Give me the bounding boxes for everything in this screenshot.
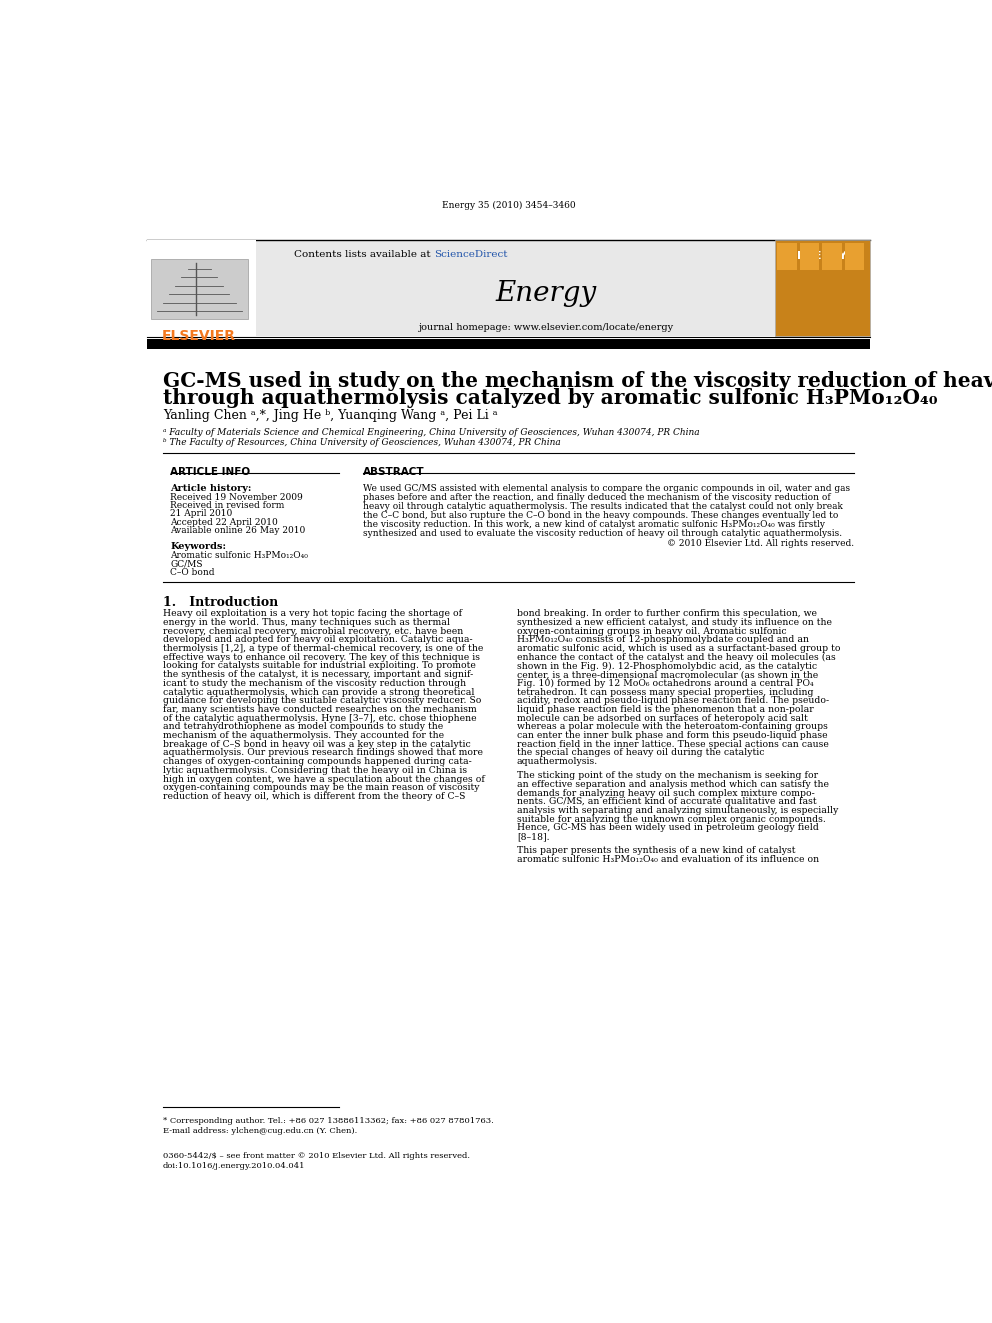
Text: Accepted 22 April 2010: Accepted 22 April 2010 — [171, 517, 278, 527]
Text: Yanling Chen ᵃ,*, Jing He ᵇ, Yuanqing Wang ᵃ, Pei Li ᵃ: Yanling Chen ᵃ,*, Jing He ᵇ, Yuanqing Wa… — [163, 409, 497, 422]
Text: mechanism of the aquathermolysis. They accounted for the: mechanism of the aquathermolysis. They a… — [163, 732, 443, 740]
Text: center, is a three-dimensional macromolecular (as shown in the: center, is a three-dimensional macromole… — [517, 671, 818, 679]
Text: and tetrahydrothiophene as model compounds to study the: and tetrahydrothiophene as model compoun… — [163, 722, 443, 732]
Text: recovery, chemical recovery, microbial recovery, etc. have been: recovery, chemical recovery, microbial r… — [163, 627, 463, 635]
Text: suitable for analyzing the unknown complex organic compounds.: suitable for analyzing the unknown compl… — [517, 815, 825, 824]
Text: * Corresponding author. Tel.: +86 027 13886113362; fax: +86 027 87801763.: * Corresponding author. Tel.: +86 027 13… — [163, 1118, 493, 1126]
Text: the special changes of heavy oil during the catalytic: the special changes of heavy oil during … — [517, 749, 765, 758]
Text: heavy oil through catalytic aquathermolysis. The results indicated that the cata: heavy oil through catalytic aquathermoly… — [363, 501, 842, 511]
Text: aquathermolysis.: aquathermolysis. — [517, 757, 598, 766]
Text: liquid phase reaction field is the phenomenon that a non-polar: liquid phase reaction field is the pheno… — [517, 705, 813, 714]
Text: Hence, GC-MS has been widely used in petroleum geology field: Hence, GC-MS has been widely used in pet… — [517, 823, 818, 832]
Text: breakage of C–S bond in heavy oil was a key step in the catalytic: breakage of C–S bond in heavy oil was a … — [163, 740, 470, 749]
Text: 21 April 2010: 21 April 2010 — [171, 509, 233, 519]
Text: GC/MS: GC/MS — [171, 560, 203, 569]
Text: ENERGY: ENERGY — [798, 251, 847, 261]
Text: ARTICLE INFO: ARTICLE INFO — [171, 467, 251, 476]
Text: nents. GC/MS, an efficient kind of accurate qualitative and fast: nents. GC/MS, an efficient kind of accur… — [517, 798, 816, 806]
Text: enhance the contact of the catalyst and the heavy oil molecules (as: enhance the contact of the catalyst and … — [517, 652, 835, 662]
Text: 0360-5442/$ – see front matter © 2010 Elsevier Ltd. All rights reserved.: 0360-5442/$ – see front matter © 2010 El… — [163, 1152, 470, 1160]
Text: H₃PMo₁₂O₄₀ consists of 12-phosphomolybdate coupled and an: H₃PMo₁₂O₄₀ consists of 12-phosphomolybda… — [517, 635, 808, 644]
Text: ELSEVIER: ELSEVIER — [162, 329, 236, 343]
FancyBboxPatch shape — [147, 339, 870, 349]
Text: E-mail address: ylchen@cug.edu.cn (Y. Chen).: E-mail address: ylchen@cug.edu.cn (Y. Ch… — [163, 1127, 357, 1135]
Text: analysis with separating and analyzing simultaneously, is especially: analysis with separating and analyzing s… — [517, 806, 838, 815]
FancyBboxPatch shape — [800, 243, 819, 270]
Text: 1.   Introduction: 1. Introduction — [163, 597, 278, 609]
Text: the viscosity reduction. In this work, a new kind of catalyst aromatic sulfonic : the viscosity reduction. In this work, a… — [363, 520, 824, 529]
Text: of the catalytic aquathermolysis. Hyne [3–7], etc. chose thiophene: of the catalytic aquathermolysis. Hyne [… — [163, 713, 476, 722]
Text: changes of oxygen-containing compounds happened during cata-: changes of oxygen-containing compounds h… — [163, 757, 471, 766]
FancyBboxPatch shape — [151, 259, 248, 319]
FancyBboxPatch shape — [147, 239, 870, 336]
Text: We used GC/MS assisted with elemental analysis to compare the organic compounds : We used GC/MS assisted with elemental an… — [363, 484, 850, 492]
Text: ABSTRACT: ABSTRACT — [363, 467, 425, 476]
Text: GC-MS used in study on the mechanism of the viscosity reduction of heavy oil: GC-MS used in study on the mechanism of … — [163, 370, 992, 390]
Text: whereas a polar molecule with the heteroatom-containing groups: whereas a polar molecule with the hetero… — [517, 722, 827, 732]
Text: molecule can be adsorbed on surfaces of heteropoly acid salt: molecule can be adsorbed on surfaces of … — [517, 713, 807, 722]
Text: aromatic sulfonic acid, which is used as a surfactant-based group to: aromatic sulfonic acid, which is used as… — [517, 644, 840, 654]
Text: Energy: Energy — [496, 280, 597, 307]
Text: Energy 35 (2010) 3454–3460: Energy 35 (2010) 3454–3460 — [441, 201, 575, 210]
Text: phases before and after the reaction, and finally deduced the mechanism of the v: phases before and after the reaction, an… — [363, 492, 830, 501]
Text: lytic aquathermolysis. Considering that the heavy oil in China is: lytic aquathermolysis. Considering that … — [163, 766, 467, 775]
Text: developed and adopted for heavy oil exploitation. Catalytic aqua-: developed and adopted for heavy oil expl… — [163, 635, 472, 644]
Text: the synthesis of the catalyst, it is necessary, important and signif-: the synthesis of the catalyst, it is nec… — [163, 671, 473, 679]
Text: effective ways to enhance oil recovery. The key of this technique is: effective ways to enhance oil recovery. … — [163, 652, 480, 662]
Text: reaction field in the inner lattice. These special actions can cause: reaction field in the inner lattice. The… — [517, 740, 828, 749]
Text: C–O bond: C–O bond — [171, 569, 215, 577]
Text: Keywords:: Keywords: — [171, 542, 226, 552]
Text: acidity, redox and pseudo-liquid phase reaction field. The pseudo-: acidity, redox and pseudo-liquid phase r… — [517, 696, 829, 705]
Text: thermolysis [1,2], a type of thermal-chemical recovery, is one of the: thermolysis [1,2], a type of thermal-che… — [163, 644, 483, 654]
Text: synthesized a new efficient catalyst, and study its influence on the: synthesized a new efficient catalyst, an… — [517, 618, 832, 627]
Text: Article history:: Article history: — [171, 484, 252, 492]
Text: doi:10.1016/j.energy.2010.04.041: doi:10.1016/j.energy.2010.04.041 — [163, 1162, 306, 1170]
Text: Received 19 November 2009: Received 19 November 2009 — [171, 493, 304, 501]
Text: Available online 26 May 2010: Available online 26 May 2010 — [171, 527, 306, 534]
Text: the C–C bond, but also rupture the C–O bond in the heavy compounds. These change: the C–C bond, but also rupture the C–O b… — [363, 511, 838, 520]
Text: through aquathermolysis catalyzed by aromatic sulfonic H₃PMo₁₂O₄₀: through aquathermolysis catalyzed by aro… — [163, 388, 937, 409]
Text: shown in the Fig. 9). 12-Phosphomolybdic acid, as the catalytic: shown in the Fig. 9). 12-Phosphomolybdic… — [517, 662, 817, 671]
Text: journal homepage: www.elsevier.com/locate/energy: journal homepage: www.elsevier.com/locat… — [419, 323, 674, 332]
Text: catalytic aquathermolysis, which can provide a strong theoretical: catalytic aquathermolysis, which can pro… — [163, 688, 474, 696]
Text: aquathermolysis. Our previous research findings showed that more: aquathermolysis. Our previous research f… — [163, 749, 483, 758]
Text: far, many scientists have conducted researches on the mechanism: far, many scientists have conducted rese… — [163, 705, 476, 714]
Text: Contents lists available at: Contents lists available at — [294, 250, 434, 259]
Text: synthesized and used to evaluate the viscosity reduction of heavy oil through ca: synthesized and used to evaluate the vis… — [363, 529, 842, 538]
Text: oxygen-containing compounds may be the main reason of viscosity: oxygen-containing compounds may be the m… — [163, 783, 479, 792]
Text: oxygen-containing groups in heavy oil. Aromatic sulfonic: oxygen-containing groups in heavy oil. A… — [517, 627, 787, 635]
Text: tetrahedron. It can possess many special properties, including: tetrahedron. It can possess many special… — [517, 688, 813, 696]
Text: bond breaking. In order to further confirm this speculation, we: bond breaking. In order to further confi… — [517, 609, 817, 618]
Text: ᵃ Faculty of Materials Science and Chemical Engineering, China University of Geo: ᵃ Faculty of Materials Science and Chemi… — [163, 429, 699, 438]
Text: aromatic sulfonic H₃PMo₁₂O₄₀ and evaluation of its influence on: aromatic sulfonic H₃PMo₁₂O₄₀ and evaluat… — [517, 855, 819, 864]
Text: icant to study the mechanism of the viscosity reduction through: icant to study the mechanism of the visc… — [163, 679, 466, 688]
Text: an effective separation and analysis method which can satisfy the: an effective separation and analysis met… — [517, 781, 829, 789]
Text: ᵇ The Faculty of Resources, China University of Geosciences, Wuhan 430074, PR Ch: ᵇ The Faculty of Resources, China Univer… — [163, 438, 560, 447]
Text: The sticking point of the study on the mechanism is seeking for: The sticking point of the study on the m… — [517, 771, 818, 781]
Text: looking for catalysts suitable for industrial exploiting. To promote: looking for catalysts suitable for indus… — [163, 662, 475, 671]
Text: demands for analyzing heavy oil such complex mixture compo-: demands for analyzing heavy oil such com… — [517, 789, 814, 798]
Text: can enter the inner bulk phase and form this pseudo-liquid phase: can enter the inner bulk phase and form … — [517, 732, 827, 740]
FancyBboxPatch shape — [845, 243, 864, 270]
Text: This paper presents the synthesis of a new kind of catalyst: This paper presents the synthesis of a n… — [517, 847, 796, 855]
Text: Fig. 10) formed by 12 MoO₆ octahedrons around a central PO₄: Fig. 10) formed by 12 MoO₆ octahedrons a… — [517, 679, 813, 688]
Text: reduction of heavy oil, which is different from the theory of C–S: reduction of heavy oil, which is differe… — [163, 792, 465, 800]
Text: Aromatic sulfonic H₃PMo₁₂O₄₀: Aromatic sulfonic H₃PMo₁₂O₄₀ — [171, 552, 309, 561]
FancyBboxPatch shape — [778, 243, 797, 270]
Text: high in oxygen content, we have a speculation about the changes of: high in oxygen content, we have a specul… — [163, 774, 485, 783]
Text: [8–18].: [8–18]. — [517, 832, 550, 841]
Text: ScienceDirect: ScienceDirect — [434, 250, 508, 259]
FancyBboxPatch shape — [147, 239, 256, 336]
Text: Heavy oil exploitation is a very hot topic facing the shortage of: Heavy oil exploitation is a very hot top… — [163, 609, 462, 618]
FancyBboxPatch shape — [775, 239, 870, 336]
Text: Received in revised form: Received in revised form — [171, 501, 285, 511]
FancyBboxPatch shape — [822, 243, 841, 270]
Text: energy in the world. Thus, many techniques such as thermal: energy in the world. Thus, many techniqu… — [163, 618, 449, 627]
Text: © 2010 Elsevier Ltd. All rights reserved.: © 2010 Elsevier Ltd. All rights reserved… — [667, 540, 854, 548]
Text: guidance for developing the suitable catalytic viscosity reducer. So: guidance for developing the suitable cat… — [163, 696, 481, 705]
